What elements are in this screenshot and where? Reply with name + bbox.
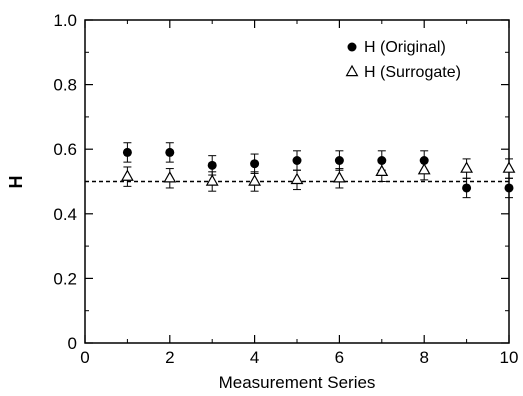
x-tick-label: 4: [250, 348, 259, 367]
data-point-original: [207, 160, 217, 170]
data-point-original: [250, 159, 260, 169]
x-axis-label: Measurement Series: [219, 373, 376, 392]
y-tick-label: 0.4: [53, 205, 77, 224]
series-surrogate: [120, 158, 516, 192]
y-tick-label: 0.8: [53, 76, 77, 95]
y-tick-label: 1.0: [53, 11, 77, 30]
y-axis-label: H: [6, 176, 26, 189]
data-point-surrogate: [502, 161, 516, 173]
data-point-surrogate: [120, 169, 134, 181]
y-tick-label: 0.2: [53, 269, 77, 288]
data-point-original: [377, 156, 387, 166]
x-tick-label: 0: [80, 348, 89, 367]
data-point-original: [165, 147, 175, 157]
y-tick-label: 0: [68, 334, 77, 353]
data-point-surrogate: [332, 171, 346, 183]
legend-label: H (Original): [364, 39, 446, 56]
data-point-surrogate: [375, 164, 389, 177]
x-tick-label: 2: [165, 348, 174, 367]
data-point-surrogate: [290, 172, 304, 185]
axis-ticks: 0 2 4 6 8 10 0 0.2 0.4 0.6 0.8 1.0: [53, 11, 518, 367]
legend-marker-original: [347, 42, 357, 52]
y-tick-label: 0.6: [53, 140, 77, 159]
legend-label: H (Surrogate): [364, 64, 461, 81]
data-point-original: [334, 156, 344, 166]
data-point-original: [462, 183, 472, 193]
legend-marker-surrogate: [345, 64, 359, 77]
data-point-surrogate: [163, 171, 177, 183]
x-tick-label: 10: [500, 348, 519, 367]
data-point-original: [122, 147, 132, 157]
x-tick-label: 8: [419, 348, 428, 367]
legend: H (Original) H (Surrogate): [345, 39, 461, 81]
data-point-surrogate: [417, 162, 431, 175]
x-tick-label: 6: [335, 348, 344, 367]
data-point-surrogate: [460, 161, 474, 173]
data-marks: [120, 142, 516, 199]
series-original: [122, 142, 514, 199]
data-point-surrogate: [205, 174, 219, 186]
data-point-original: [292, 156, 302, 166]
data-point-surrogate: [248, 174, 262, 186]
data-point-original: [504, 183, 514, 193]
